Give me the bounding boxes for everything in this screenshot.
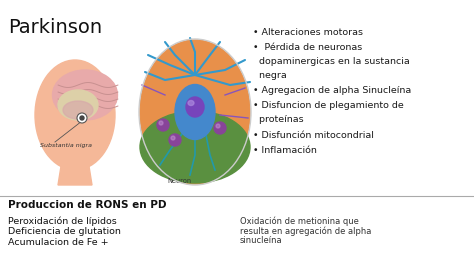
- Circle shape: [216, 124, 220, 128]
- Text: dopaminergicas en la sustancia: dopaminergicas en la sustancia: [253, 57, 410, 66]
- Ellipse shape: [63, 101, 93, 119]
- Text: • Agregacion de alpha Sinucleína: • Agregacion de alpha Sinucleína: [253, 86, 411, 95]
- Text: resulta en agregación de alpha: resulta en agregación de alpha: [240, 226, 371, 235]
- Text: Neuron: Neuron: [167, 178, 191, 184]
- Ellipse shape: [35, 60, 115, 170]
- Ellipse shape: [186, 97, 204, 117]
- Ellipse shape: [58, 90, 98, 120]
- Text: Substantia nigra: Substantia nigra: [40, 143, 92, 148]
- Circle shape: [169, 134, 181, 146]
- Text: Parkinson: Parkinson: [8, 18, 102, 37]
- Text: Oxidación de metionina que: Oxidación de metionina que: [240, 216, 359, 226]
- Circle shape: [159, 121, 163, 125]
- Text: • Disfuncion de plegamiento de: • Disfuncion de plegamiento de: [253, 102, 404, 110]
- Circle shape: [157, 119, 169, 131]
- Text: sinucleína: sinucleína: [240, 236, 283, 245]
- Text: proteínas: proteínas: [253, 115, 304, 124]
- Ellipse shape: [140, 40, 250, 184]
- Polygon shape: [58, 160, 92, 185]
- Circle shape: [171, 136, 175, 140]
- Ellipse shape: [53, 70, 118, 120]
- Text: Peroxidación de lípidos: Peroxidación de lípidos: [8, 216, 117, 226]
- Text: • Disfunción mitocondrial: • Disfunción mitocondrial: [253, 131, 374, 139]
- Circle shape: [80, 116, 84, 120]
- Ellipse shape: [188, 101, 194, 106]
- Text: Produccion de RONS en PD: Produccion de RONS en PD: [8, 200, 166, 210]
- Circle shape: [214, 122, 226, 134]
- Ellipse shape: [140, 111, 250, 183]
- Text: • Alteraciones motoras: • Alteraciones motoras: [253, 28, 363, 37]
- Ellipse shape: [175, 85, 215, 139]
- Circle shape: [77, 113, 87, 123]
- Text: negra: negra: [253, 70, 287, 80]
- Text: Acumulacion de Fe +: Acumulacion de Fe +: [8, 238, 109, 247]
- Text: •  Pérdida de neuronas: • Pérdida de neuronas: [253, 44, 362, 52]
- Text: Deficiencia de glutation: Deficiencia de glutation: [8, 227, 121, 236]
- Text: • Inflamación: • Inflamación: [253, 146, 317, 155]
